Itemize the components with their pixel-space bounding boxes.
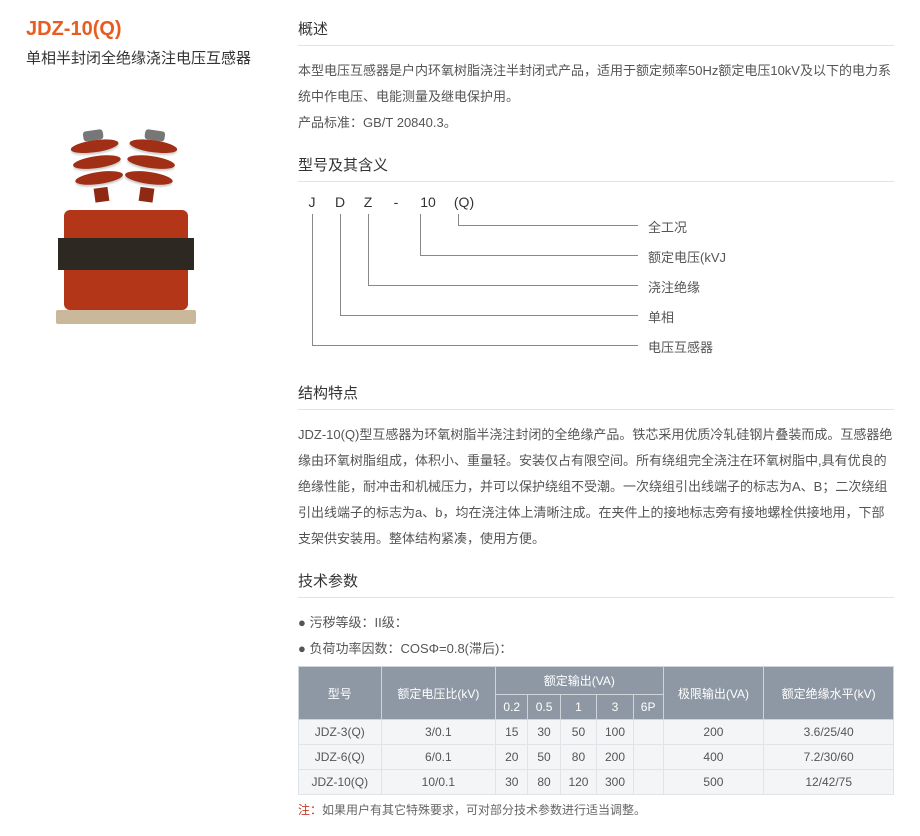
th-sub: 0.5 bbox=[528, 695, 560, 720]
table-cell: 500 bbox=[663, 770, 764, 795]
table-cell: 120 bbox=[560, 770, 597, 795]
th-sub: 0.2 bbox=[496, 695, 528, 720]
table-cell: 20 bbox=[496, 745, 528, 770]
table-cell: 7.2/30/60 bbox=[764, 745, 894, 770]
note-text: 如果用户有其它特殊要求，可对部分技术参数进行适当调整。 bbox=[322, 803, 646, 817]
table-cell: 30 bbox=[496, 770, 528, 795]
model-letter: Z bbox=[354, 194, 382, 210]
table-cell: 50 bbox=[560, 720, 597, 745]
tech-bullet-1: ● 污秽等级：II级： bbox=[298, 610, 894, 636]
model-line-label: 额定电压(kVJ bbox=[648, 247, 726, 266]
overview-heading: 概述 bbox=[298, 18, 894, 46]
model-heading: 型号及其含义 bbox=[298, 154, 894, 182]
table-cell: JDZ-6(Q) bbox=[299, 745, 382, 770]
model-line-label: 全工况 bbox=[648, 217, 687, 236]
tech-heading: 技术参数 bbox=[298, 570, 894, 598]
table-cell: 3/0.1 bbox=[381, 720, 495, 745]
table-cell: JDZ-3(Q) bbox=[299, 720, 382, 745]
table-cell: 6/0.1 bbox=[381, 745, 495, 770]
overview-text-1: 本型电压互感器是户内环氧树脂浇注半封闭式产品，适用于额定频率50Hz额定电压10… bbox=[298, 58, 894, 110]
model-line-label: 单相 bbox=[648, 307, 674, 326]
product-title: JDZ-10(Q) bbox=[26, 18, 276, 41]
table-cell: 300 bbox=[597, 770, 634, 795]
overview-text-2: 产品标准：GB/T 20840.3。 bbox=[298, 110, 894, 136]
table-cell: 3.6/25/40 bbox=[764, 720, 894, 745]
table-cell: 30 bbox=[528, 720, 560, 745]
model-letter: (Q) bbox=[446, 194, 482, 210]
structure-heading: 结构特点 bbox=[298, 382, 894, 410]
table-cell: 200 bbox=[663, 720, 764, 745]
th-model: 型号 bbox=[299, 667, 382, 720]
note-label: 注： bbox=[298, 803, 322, 817]
table-cell: 100 bbox=[597, 720, 634, 745]
model-letter: 10 bbox=[410, 194, 446, 210]
table-cell bbox=[633, 720, 663, 745]
th-output: 额定输出(VA) bbox=[496, 667, 663, 695]
table-row: JDZ-3(Q)3/0.1153050100 2003.6/25/40 bbox=[299, 720, 894, 745]
structure-text: JDZ-10(Q)型互感器为环氧树脂半浇注封闭的全绝缘产品。铁芯采用优质冷轧硅钢… bbox=[298, 422, 894, 552]
th-insul: 额定绝缘水平(kV) bbox=[764, 667, 894, 720]
table-row: JDZ-6(Q)6/0.1205080200 4007.2/30/60 bbox=[299, 745, 894, 770]
table-cell: 80 bbox=[560, 745, 597, 770]
table-cell: 80 bbox=[528, 770, 560, 795]
model-diagram: JDZ-10(Q) 全工况额定电压(kVJ 浇注绝缘单相电压互感器 bbox=[298, 194, 894, 364]
table-note: 注：如果用户有其它特殊要求，可对部分技术参数进行适当调整。 bbox=[298, 801, 894, 818]
spec-table: 型号 额定电压比(kV) 额定输出(VA) 极限输出(VA) 额定绝缘水平(kV… bbox=[298, 666, 894, 795]
table-cell: JDZ-10(Q) bbox=[299, 770, 382, 795]
table-cell bbox=[633, 770, 663, 795]
table-cell bbox=[633, 745, 663, 770]
model-letter: D bbox=[326, 194, 354, 210]
table-cell: 50 bbox=[528, 745, 560, 770]
th-sub: 6P bbox=[633, 695, 663, 720]
table-cell: 400 bbox=[663, 745, 764, 770]
model-line bbox=[312, 214, 638, 346]
th-sub: 1 bbox=[560, 695, 597, 720]
model-letter: - bbox=[382, 194, 410, 210]
model-line-label: 电压互感器 bbox=[648, 337, 713, 356]
table-cell: 15 bbox=[496, 720, 528, 745]
tech-bullet-2: ● 负荷功率因数：COSΦ=0.8(滞后)： bbox=[298, 636, 894, 662]
table-cell: 12/42/75 bbox=[764, 770, 894, 795]
th-ratio: 额定电压比(kV) bbox=[381, 667, 495, 720]
table-cell: 10/0.1 bbox=[381, 770, 495, 795]
th-limit: 极限输出(VA) bbox=[663, 667, 764, 720]
table-cell: 200 bbox=[597, 745, 634, 770]
model-line-label: 浇注绝缘 bbox=[648, 277, 700, 296]
product-subtitle: 单相半封闭全绝缘浇注电压互感器 bbox=[26, 47, 276, 68]
model-letter: J bbox=[298, 194, 326, 210]
table-row: JDZ-10(Q)10/0.13080120300 50012/42/75 bbox=[299, 770, 894, 795]
th-sub: 3 bbox=[597, 695, 634, 720]
product-image bbox=[26, 114, 226, 324]
